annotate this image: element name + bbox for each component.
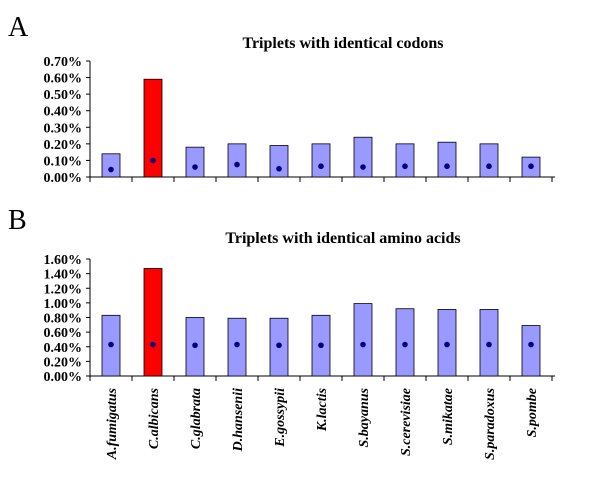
marker-b: [234, 341, 240, 348]
category-label: S.pombe: [525, 388, 540, 437]
y-tick-label-b: 1.00%: [44, 297, 83, 312]
marker-b: [402, 341, 408, 348]
y-tick-label-b: 0.00%: [44, 370, 83, 385]
category-label: S.mikatae: [441, 388, 456, 445]
panel-letter-b: B: [8, 205, 27, 236]
panel-letter-a: A: [8, 12, 29, 43]
marker-b: [528, 341, 534, 348]
category-label: D.hansenii: [231, 388, 246, 453]
category-label: S.cerevisiae: [399, 388, 414, 456]
y-tick-label-a: 0.50%: [44, 88, 83, 103]
category-label: C.albicans: [147, 387, 162, 449]
marker-a: [486, 163, 492, 170]
chart-title-b: Triplets with identical amino acids: [225, 230, 460, 247]
marker-a: [276, 165, 282, 172]
y-tick-label-b: 1.60%: [44, 253, 83, 268]
panel-b: B Triplets with identical amino acids 0.…: [8, 205, 555, 460]
marker-b: [360, 341, 366, 348]
y-tick-label-b: 0.80%: [44, 312, 83, 327]
category-label: S.paradoxus: [483, 387, 498, 460]
marker-a: [108, 166, 114, 173]
bar-a: [269, 145, 289, 178]
marker-b: [192, 342, 198, 349]
y-tick-label-b: 1.20%: [44, 282, 83, 297]
marker-b: [486, 341, 492, 348]
marker-a: [360, 164, 366, 170]
marker-a: [318, 163, 324, 170]
category-label: S.bayanus: [357, 387, 372, 447]
marker-b: [276, 342, 282, 349]
y-tick-label-a: 0.10%: [44, 154, 83, 169]
marker-a: [402, 163, 408, 170]
bar-a: [227, 143, 247, 178]
y-tick-label-a: 0.40%: [44, 105, 83, 120]
marker-b: [108, 341, 114, 348]
bar-b: [521, 325, 541, 377]
y-tick-label-b: 0.60%: [44, 326, 83, 341]
bar-b: [143, 268, 163, 377]
y-tick-label-b: 0.40%: [44, 341, 83, 356]
category-label: A.fumigatus: [105, 387, 120, 460]
bar-a: [185, 146, 205, 178]
bar-a: [395, 143, 415, 178]
bar-b: [353, 303, 373, 377]
marker-a: [234, 161, 240, 168]
y-tick-label-a: 0.00%: [44, 171, 83, 186]
marker-a: [192, 164, 198, 170]
bar-a: [101, 153, 121, 178]
category-label: K.lactis: [315, 387, 330, 432]
bar-a: [311, 143, 331, 178]
y-tick-label-b: 1.40%: [44, 268, 83, 283]
bar-a: [437, 141, 457, 178]
y-tick-label-b: 0.20%: [44, 355, 83, 370]
marker-a: [528, 163, 534, 170]
bar-a: [353, 136, 373, 178]
category-label: E.gossypii: [273, 388, 288, 448]
y-tick-label-a: 0.70%: [44, 55, 83, 70]
marker-b: [318, 342, 324, 349]
y-tick-label-a: 0.60%: [44, 72, 83, 87]
chart-title-a: Triplets with identical codons: [242, 35, 443, 52]
marker-b: [444, 341, 450, 348]
marker-b: [150, 341, 156, 348]
y-tick-label-a: 0.30%: [44, 121, 83, 136]
bar-a: [143, 78, 163, 178]
bar-a: [479, 143, 499, 178]
marker-a: [150, 157, 156, 164]
marker-a: [444, 163, 450, 170]
category-label: C.glabrata: [189, 388, 204, 449]
panel-a: A Triplets with identical codons 0.00% 0.…: [8, 12, 555, 186]
y-tick-label-a: 0.20%: [44, 138, 83, 153]
